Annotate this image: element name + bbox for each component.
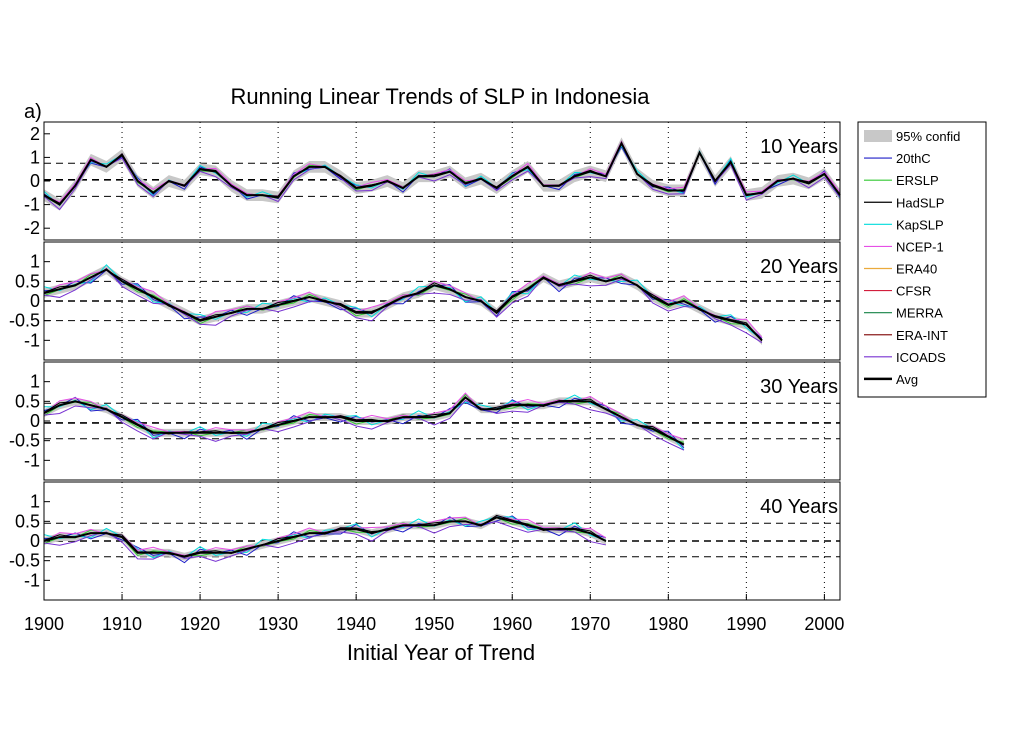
y-tick-label: 2: [30, 124, 40, 144]
panel-3: 30 Years -1-0.500.51: [9, 361, 841, 481]
legend-label: CFSR: [896, 284, 931, 299]
y-tick-label: 0: [30, 411, 40, 431]
series-avg-line: [43, 268, 763, 342]
y-tick-label: -0.5: [9, 431, 40, 451]
y-tick-label: 0: [30, 291, 40, 311]
confidence-band: [44, 513, 606, 561]
chart-title: Running Linear Trends of SLP in Indonesi…: [230, 84, 650, 109]
series-avg-line: [43, 516, 607, 558]
y-tick-label: 0.5: [15, 511, 40, 531]
series-avg-line: [43, 396, 685, 446]
series-icoads-line: [43, 521, 606, 562]
y-tick-label: 0.5: [15, 391, 40, 411]
y-tick-label: 0: [30, 531, 40, 551]
panel-title: 20 Years: [760, 256, 838, 278]
x-tick-label: 1960: [492, 614, 532, 634]
series-avg-line: [43, 140, 841, 206]
y-tick-label: 1: [30, 147, 40, 167]
y-tick-label: -1: [24, 195, 40, 215]
x-tick-label: 1990: [726, 614, 766, 634]
x-tick-label: 1930: [258, 614, 298, 634]
series-icoads-line: [43, 399, 685, 451]
x-tick-label: 2000: [804, 614, 844, 634]
x-tick-label: 1910: [102, 614, 142, 634]
series-kapslp-line: [43, 516, 607, 559]
legend-box: [857, 121, 987, 398]
legend-label: Avg: [896, 372, 918, 387]
y-tick-label: 1: [30, 372, 40, 392]
y-tick-label: -0.5: [9, 311, 40, 331]
x-tick-label: 1950: [414, 614, 454, 634]
y-tick-label: -0.5: [9, 551, 40, 571]
legend-label: KapSLP: [896, 217, 944, 232]
x-tick-label: 1980: [648, 614, 688, 634]
legend-label: ICOADS: [896, 350, 946, 365]
panel-1: 10 Years -2 -1 0 1 2: [24, 121, 841, 241]
panel-4: 40 Years -1-0.500.51: [9, 481, 841, 601]
panel-background: [44, 362, 840, 480]
y-tick-label: 0.5: [15, 271, 40, 291]
x-axis-label: Initial Year of Trend: [347, 640, 535, 665]
y-tick-label: 0: [30, 171, 40, 191]
y-tick-label: -2: [24, 218, 40, 238]
legend-label: 20thC: [896, 151, 931, 166]
panel-title: 30 Years: [760, 376, 838, 398]
x-tick-label: 1920: [180, 614, 220, 634]
panel-2: 20 Years -1-0.500.51: [9, 241, 841, 361]
y-tick-label: -1: [24, 330, 40, 350]
legend-label: ERA-INT: [896, 328, 948, 343]
x-ticks: 1900 1910 1920 1930 1940 1950 1960 1970 1980 1990…: [24, 594, 844, 634]
x-tick-label: 1970: [570, 614, 610, 634]
legend-label: HadSLP: [896, 195, 944, 210]
legend-label: 95% confid: [896, 129, 960, 144]
x-tick-label: 1940: [336, 614, 376, 634]
panel-title: 40 Years: [760, 496, 838, 518]
legend: 95% confid 20thC ERSLP HadSLP KapSLP NCEP-1 ER…: [857, 121, 987, 398]
legend-label: MERRA: [896, 306, 943, 321]
y-tick-label: -1: [24, 450, 40, 470]
y-tick-label: 1: [30, 492, 40, 512]
legend-swatch: [864, 130, 892, 142]
panel-title: 10 Years: [760, 136, 838, 158]
figure-label: a): [24, 101, 42, 123]
confidence-band: [44, 264, 762, 346]
legend-label: ERA40: [896, 262, 937, 277]
x-tick-label: 1900: [24, 614, 64, 634]
y-tick-label: 1: [30, 252, 40, 272]
y-tick-label: -1: [24, 570, 40, 590]
legend-label: NCEP-1: [896, 239, 944, 254]
legend-label: ERSLP: [896, 173, 939, 188]
